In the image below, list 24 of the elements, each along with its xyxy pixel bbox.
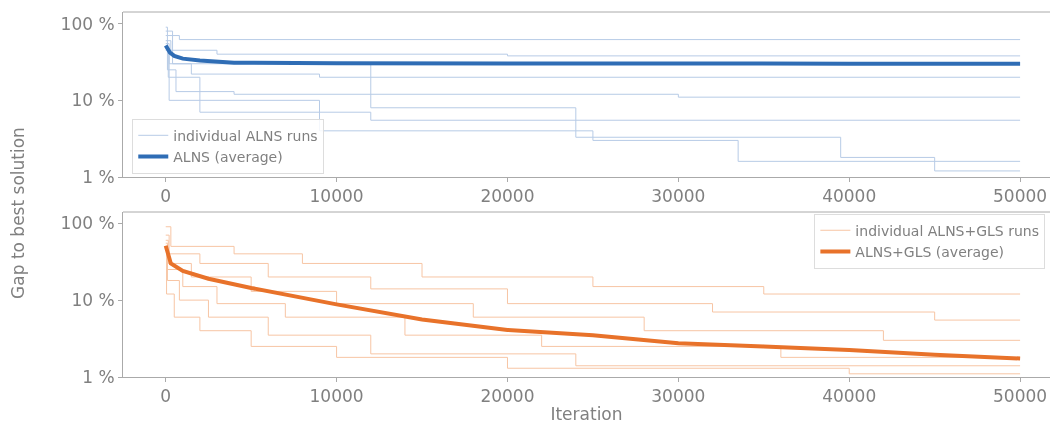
y-tick-label: 10 % xyxy=(71,290,115,311)
legend-label: individual ALNS+GLS runs xyxy=(855,222,1040,239)
x-tick-label: 50000 xyxy=(993,186,1048,207)
x-axis-title: Iteration xyxy=(550,403,623,424)
x-tick-label: 0 xyxy=(160,186,172,207)
x-tick-label: 10000 xyxy=(309,186,364,207)
x-tick-label: 40000 xyxy=(822,186,877,207)
x-tick-label: 30000 xyxy=(651,386,706,407)
y-tick-label: 100 % xyxy=(60,13,115,34)
y-tick-label: 1 % xyxy=(82,366,115,387)
y-tick-label: 1 % xyxy=(82,166,115,187)
x-tick-label: 30000 xyxy=(651,186,706,207)
legend-label: ALNS (average) xyxy=(173,148,283,165)
legend-label: ALNS+GLS (average) xyxy=(855,243,1005,260)
x-tick-label: 20000 xyxy=(480,186,535,207)
x-tick-label: 10000 xyxy=(309,386,364,407)
y-tick-label: 100 % xyxy=(60,213,115,234)
x-tick-label: 20000 xyxy=(480,386,535,407)
y-tick-label: 10 % xyxy=(71,90,115,111)
x-tick-label: 0 xyxy=(160,386,172,407)
legend-label: individual ALNS runs xyxy=(173,127,318,144)
y-axis-title: Gap to best solution xyxy=(8,127,28,299)
x-tick-label: 50000 xyxy=(993,386,1048,407)
x-tick-label: 40000 xyxy=(822,386,877,407)
